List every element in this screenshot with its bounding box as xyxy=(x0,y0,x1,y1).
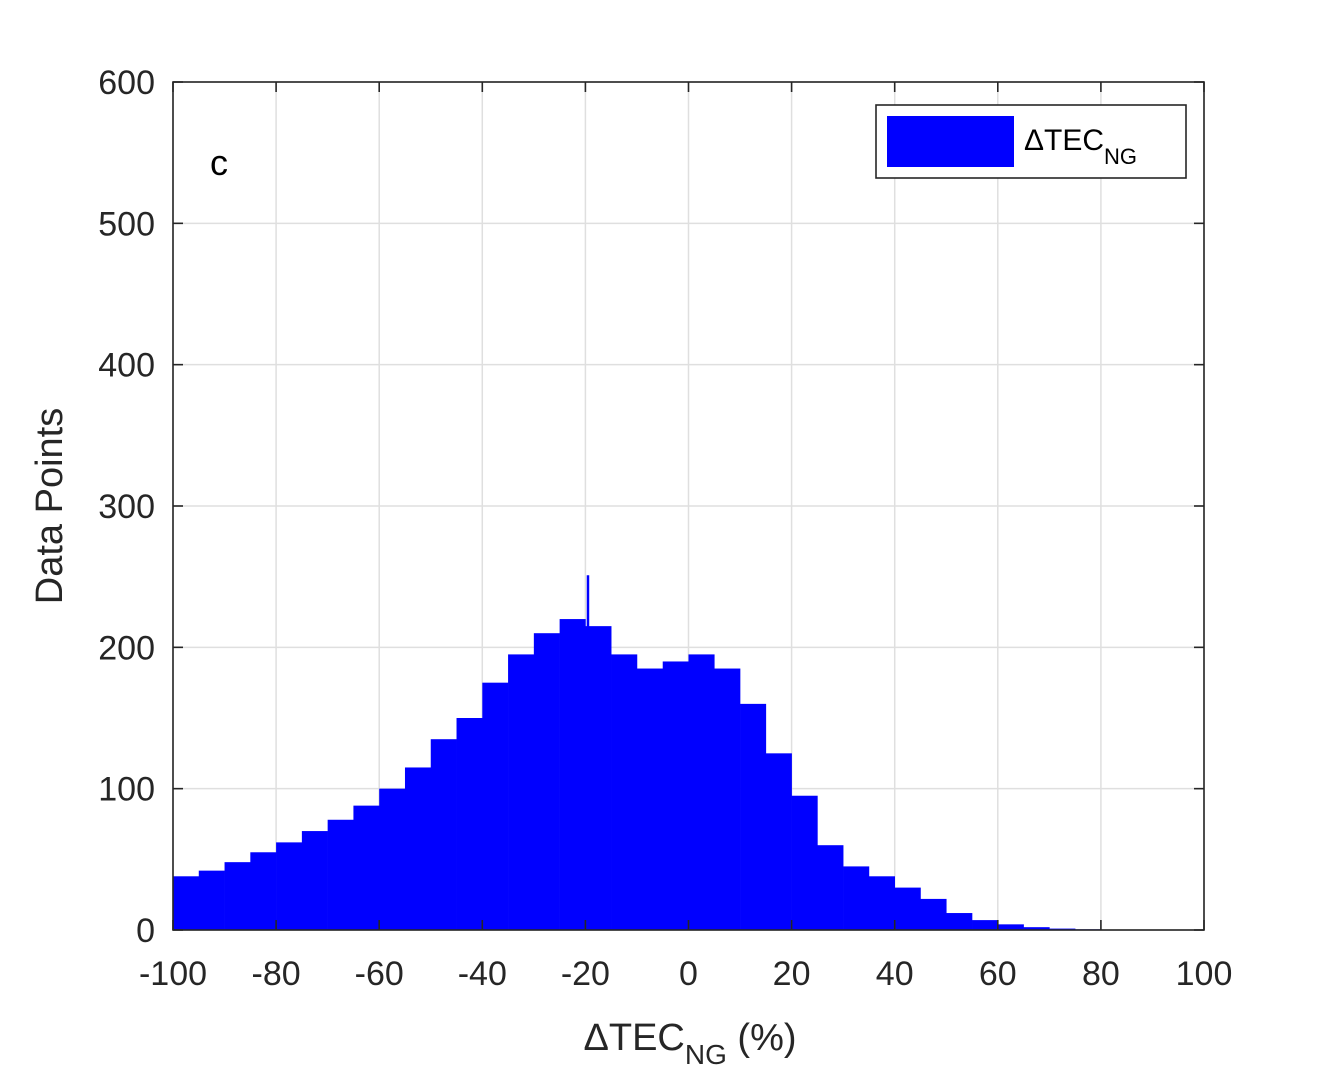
histogram-bar xyxy=(997,924,1024,930)
legend-entry: ΔTECNG xyxy=(1024,124,1137,169)
histogram-bar xyxy=(379,788,406,930)
histogram-bar xyxy=(791,795,818,930)
histogram-bar xyxy=(946,913,973,930)
x-axis-label-units: (%) xyxy=(727,1017,797,1059)
histogram-bar xyxy=(224,862,251,930)
x-axis-label-subscript: NG xyxy=(685,1039,727,1070)
panel-letter: c xyxy=(210,142,228,183)
histogram-bar xyxy=(198,870,225,930)
y-tick-label: 600 xyxy=(98,64,155,102)
x-tick-label: 20 xyxy=(773,955,811,993)
histogram-bar xyxy=(611,654,638,930)
histogram-bar xyxy=(250,852,277,930)
histogram-bars xyxy=(173,575,1102,930)
x-tick-label: 60 xyxy=(979,955,1017,993)
x-tick-label: 100 xyxy=(1176,955,1233,993)
histogram-bar xyxy=(817,845,844,930)
histogram-bar xyxy=(1023,927,1050,930)
tick-labels: -100 -80 -60 -40 -20 0 20 40 60 80 100 0 100 200 300 40… xyxy=(98,64,1232,993)
y-tick-label: 400 xyxy=(98,347,155,385)
histogram-bar xyxy=(585,626,612,930)
histogram-bar xyxy=(740,703,767,930)
histogram-bar xyxy=(430,739,457,930)
histogram-bar xyxy=(301,831,328,930)
histogram-bar xyxy=(456,718,483,930)
y-axis-label: Data Points xyxy=(29,408,71,604)
histogram-bar xyxy=(327,819,354,930)
histogram-bar xyxy=(894,887,921,930)
histogram-bar xyxy=(353,805,380,930)
histogram-bar xyxy=(173,876,200,930)
legend: ΔTECNG xyxy=(875,104,1187,179)
y-tick-label: 300 xyxy=(98,488,155,526)
legend-swatch xyxy=(887,116,1014,167)
x-tick-label: -80 xyxy=(252,955,301,993)
histogram-bar xyxy=(482,682,509,930)
histogram-bar xyxy=(533,633,560,930)
histogram-bar xyxy=(662,661,689,930)
histogram-bar xyxy=(714,668,741,930)
y-tick-label: 200 xyxy=(98,629,155,667)
histogram-bar xyxy=(843,866,870,930)
x-tick-label: 40 xyxy=(876,955,914,993)
histogram-bar xyxy=(559,619,586,930)
histogram-bar xyxy=(688,654,715,930)
x-tick-label: 80 xyxy=(1082,955,1120,993)
legend-entry-subscript: NG xyxy=(1104,144,1137,169)
histogram-bar xyxy=(276,842,303,930)
x-tick-label: -100 xyxy=(139,955,207,993)
histogram-bar xyxy=(636,668,664,930)
x-tick-label: -40 xyxy=(458,955,507,993)
histogram-bar xyxy=(868,876,895,930)
histogram-bar xyxy=(765,753,792,930)
axis-ticks xyxy=(172,81,1205,931)
x-tick-label: -20 xyxy=(561,955,610,993)
histogram-bar xyxy=(920,898,947,930)
histogram-bar xyxy=(404,767,432,930)
histogram-bar xyxy=(508,654,535,930)
y-tick-label: 0 xyxy=(136,912,155,950)
y-tick-label: 100 xyxy=(98,771,155,809)
x-axis-label: ΔTECNG (%) xyxy=(583,1017,796,1070)
x-tick-label: -60 xyxy=(355,955,404,993)
x-tick-label: 0 xyxy=(679,955,698,993)
histogram-bar xyxy=(972,920,999,930)
y-tick-label: 500 xyxy=(98,205,155,243)
